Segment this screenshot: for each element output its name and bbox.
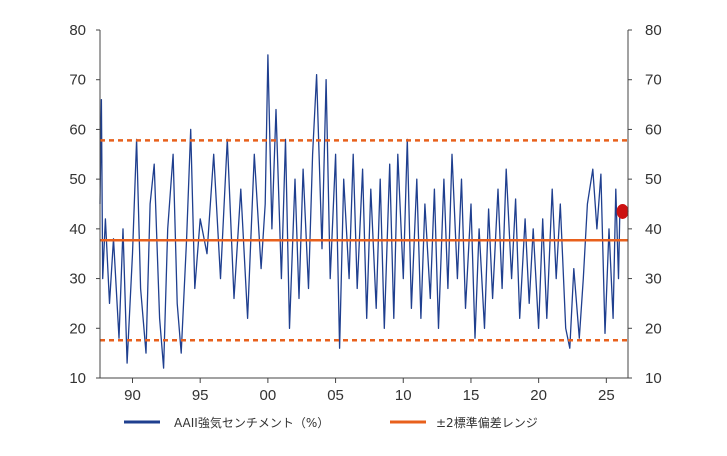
y-tick-label-left: 20 [69,320,86,337]
x-tick-label: 00 [260,387,277,404]
y-tick-label-right: 80 [645,22,662,39]
axes-layer: 10 10 20 20 30 30 40 40 50 50 60 60 70 70 80 80 90 95 00 05… [69,22,661,404]
y-tick-label-left: 40 [69,221,86,238]
band-layer [100,139,629,342]
latest-value-marker [616,203,629,219]
y-tick-label-right: 20 [645,320,662,337]
legend-label-sentiment: AAII強気センチメント（%） [174,415,329,430]
y-tick-label-right: 40 [645,221,662,238]
y-tick-label-right: 50 [645,171,662,188]
y-tick-label-left: 80 [69,22,86,39]
y-tick-label-left: 10 [69,370,86,387]
x-tick-label: 10 [395,387,412,404]
x-tick-label: 20 [530,387,547,404]
series-line-aaii-bullish [99,54,621,369]
x-tick-label: 15 [463,387,480,404]
x-tick-label: 95 [192,387,209,404]
y-tick-label-right: 60 [645,121,662,138]
x-tick-label: 90 [124,387,141,404]
y-tick-label-left: 60 [69,121,86,138]
series-layer [99,54,621,369]
y-tick-label-right: 30 [645,271,662,288]
y-tick-label-right: 70 [645,72,662,89]
x-tick-label: 25 [598,387,615,404]
legend-label-band: ±2標準偏差レンジ [436,415,538,430]
x-tick-label: 05 [327,387,344,404]
legend: AAII強気センチメント（%） ±2標準偏差レンジ [124,415,538,430]
y-tick-label-right: 10 [645,370,662,387]
y-tick-label-left: 30 [69,271,86,288]
y-tick-label-left: 50 [69,171,86,188]
y-tick-label-left: 70 [69,72,86,89]
